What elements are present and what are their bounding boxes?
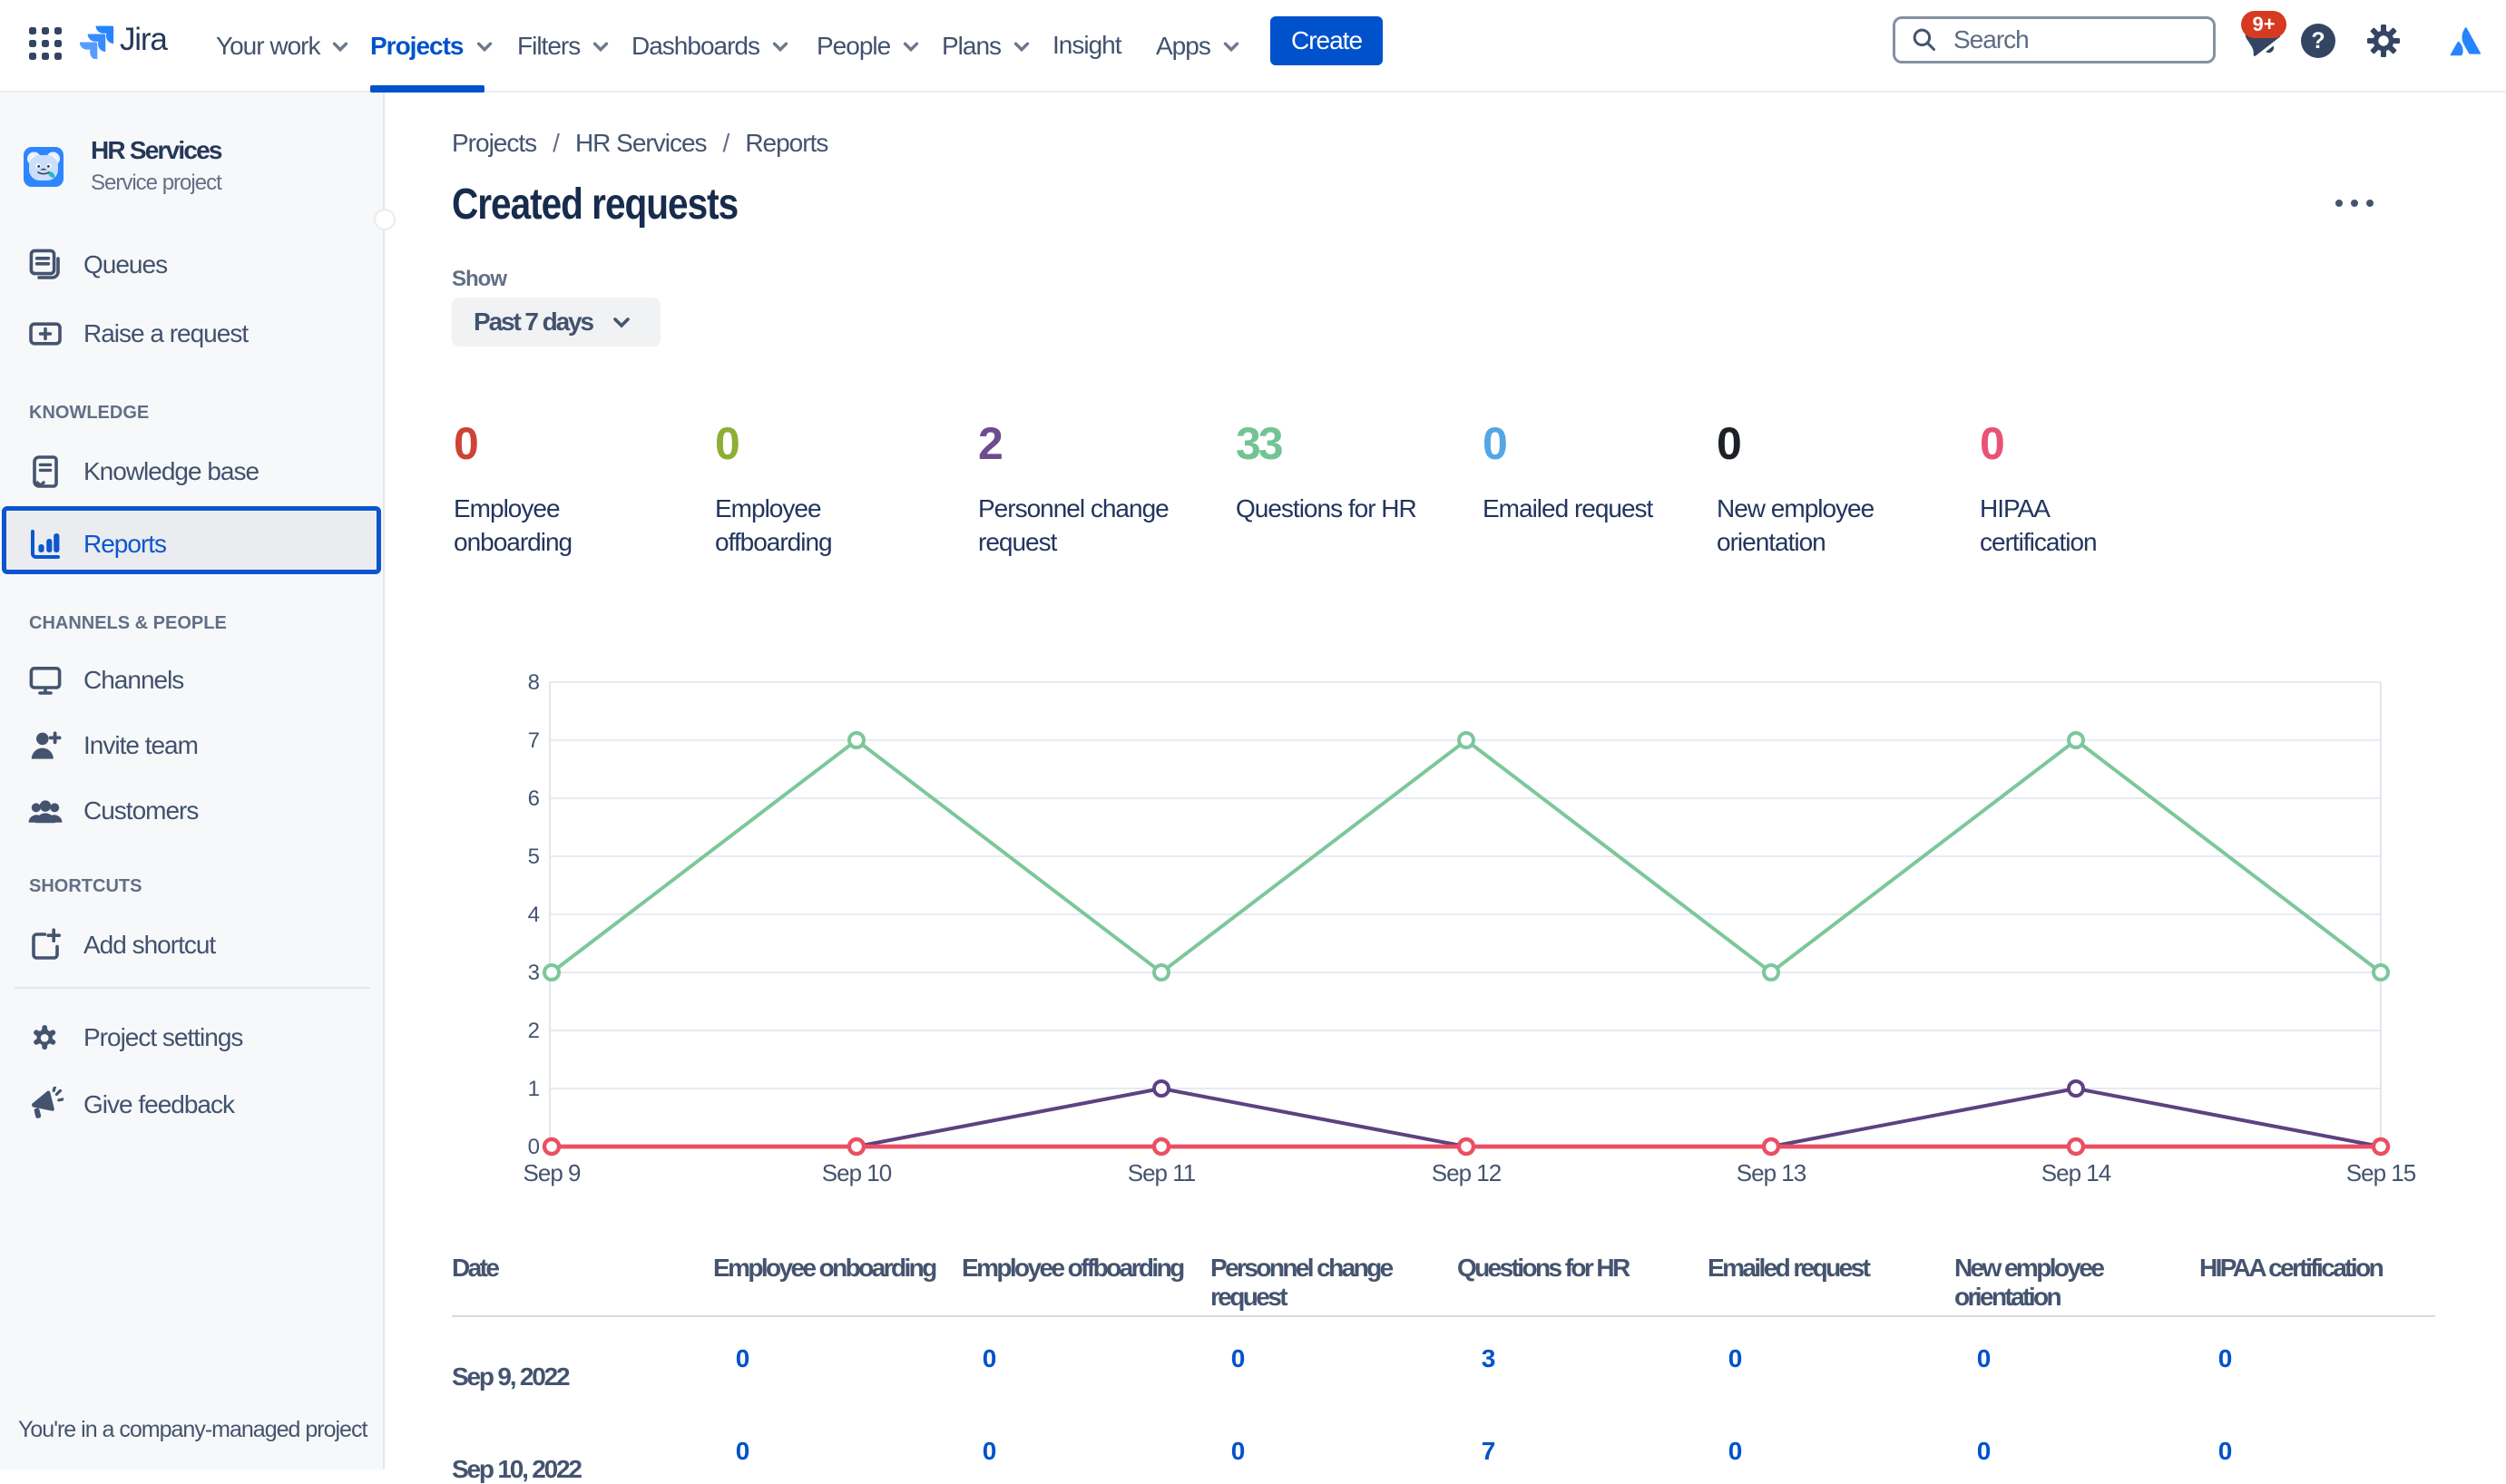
svg-text:Sep 14: Sep 14 xyxy=(2041,1159,2111,1186)
svg-text:Sep 13: Sep 13 xyxy=(1737,1159,1806,1186)
svg-text:Sep 9: Sep 9 xyxy=(524,1159,581,1186)
svg-text:0: 0 xyxy=(528,1135,540,1159)
svg-text:6: 6 xyxy=(528,786,540,811)
svg-text:4: 4 xyxy=(528,903,540,927)
svg-text:Sep 12: Sep 12 xyxy=(1432,1159,1502,1186)
svg-text:Sep 10: Sep 10 xyxy=(822,1159,892,1186)
svg-text:3: 3 xyxy=(528,961,540,985)
svg-text:2: 2 xyxy=(528,1019,540,1043)
svg-text:Sep 15: Sep 15 xyxy=(2346,1159,2416,1186)
svg-text:8: 8 xyxy=(528,670,540,695)
svg-text:5: 5 xyxy=(528,845,540,869)
svg-text:Sep 11: Sep 11 xyxy=(1128,1159,1196,1186)
svg-text:7: 7 xyxy=(528,728,540,753)
svg-text:1: 1 xyxy=(528,1077,540,1101)
